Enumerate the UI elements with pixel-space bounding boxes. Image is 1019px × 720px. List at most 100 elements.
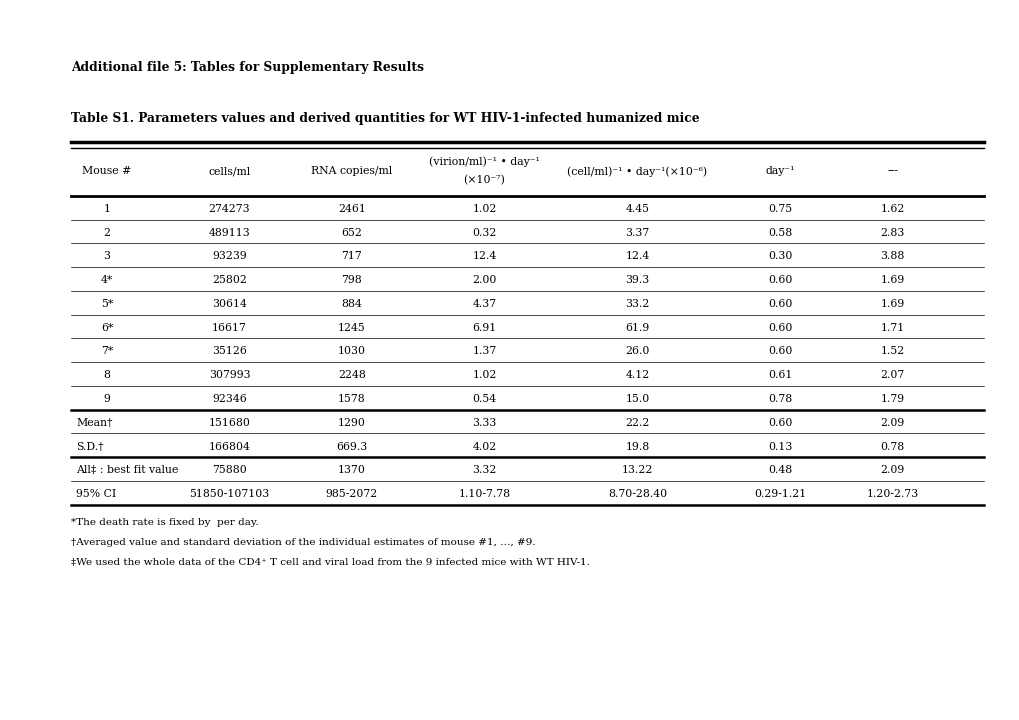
Text: 26.0: 26.0: [625, 346, 649, 356]
Text: 1.71: 1.71: [879, 323, 904, 333]
Text: 0.61: 0.61: [767, 370, 792, 380]
Text: 0.54: 0.54: [472, 394, 496, 404]
Text: 12.4: 12.4: [472, 251, 496, 261]
Text: 2.07: 2.07: [879, 370, 904, 380]
Text: 4*: 4*: [101, 275, 113, 285]
Text: 6.91: 6.91: [472, 323, 496, 333]
Text: 0.48: 0.48: [767, 465, 792, 475]
Text: day⁻¹: day⁻¹: [765, 166, 794, 176]
Text: 4.12: 4.12: [625, 370, 649, 380]
Text: 5*: 5*: [101, 299, 113, 309]
Text: 0.58: 0.58: [767, 228, 792, 238]
Text: 2461: 2461: [337, 204, 366, 214]
Text: 2248: 2248: [337, 370, 366, 380]
Text: 166804: 166804: [208, 441, 251, 451]
Text: 985-2072: 985-2072: [325, 489, 378, 499]
Text: 1290: 1290: [337, 418, 366, 428]
Text: 0.32: 0.32: [472, 228, 496, 238]
Text: 6*: 6*: [101, 323, 113, 333]
Text: 1.20-2.73: 1.20-2.73: [865, 489, 918, 499]
Text: 2.00: 2.00: [472, 275, 496, 285]
Text: 1.79: 1.79: [879, 394, 904, 404]
Text: 0.60: 0.60: [767, 323, 792, 333]
Text: (×10⁻⁷): (×10⁻⁷): [463, 175, 505, 185]
Text: 4.37: 4.37: [472, 299, 496, 309]
Text: All‡ : best fit value: All‡ : best fit value: [76, 465, 178, 475]
Text: 1030: 1030: [337, 346, 366, 356]
Text: cells/ml: cells/ml: [208, 166, 251, 176]
Text: 307993: 307993: [209, 370, 250, 380]
Text: 884: 884: [341, 299, 362, 309]
Text: RNA copies/ml: RNA copies/ml: [311, 166, 392, 176]
Text: 16617: 16617: [212, 323, 247, 333]
Text: 798: 798: [341, 275, 362, 285]
Text: 19.8: 19.8: [625, 441, 649, 451]
Text: S.D.†: S.D.†: [76, 441, 104, 451]
Text: 7*: 7*: [101, 346, 113, 356]
Text: 1370: 1370: [337, 465, 366, 475]
Text: 0.13: 0.13: [767, 441, 792, 451]
Text: 75880: 75880: [212, 465, 247, 475]
Text: 3.88: 3.88: [879, 251, 904, 261]
Text: 2: 2: [104, 228, 110, 238]
Text: 33.2: 33.2: [625, 299, 649, 309]
Text: 0.60: 0.60: [767, 299, 792, 309]
Text: 0.78: 0.78: [767, 394, 792, 404]
Text: 1.10-7.78: 1.10-7.78: [458, 489, 511, 499]
Text: 4.02: 4.02: [472, 441, 496, 451]
Text: 30614: 30614: [212, 299, 247, 309]
Text: 4.45: 4.45: [625, 204, 649, 214]
Text: 92346: 92346: [212, 394, 247, 404]
Text: 1245: 1245: [337, 323, 366, 333]
Text: 51850-107103: 51850-107103: [190, 489, 269, 499]
Text: (cell/ml)⁻¹ • day⁻¹(×10⁻⁶): (cell/ml)⁻¹ • day⁻¹(×10⁻⁶): [567, 166, 707, 176]
Text: 12.4: 12.4: [625, 251, 649, 261]
Text: (virion/ml)⁻¹ • day⁻¹: (virion/ml)⁻¹ • day⁻¹: [429, 156, 539, 166]
Text: Mouse #: Mouse #: [83, 166, 131, 176]
Text: 8.70-28.40: 8.70-28.40: [607, 489, 666, 499]
Text: ‡We used the whole data of the CD4⁺ T cell and viral load from the 9 infected mi: ‡We used the whole data of the CD4⁺ T ce…: [71, 558, 590, 567]
Text: 1.62: 1.62: [879, 204, 904, 214]
Text: 1.69: 1.69: [879, 299, 904, 309]
Text: 0.75: 0.75: [767, 204, 792, 214]
Text: 3.33: 3.33: [472, 418, 496, 428]
Text: 61.9: 61.9: [625, 323, 649, 333]
Text: 0.60: 0.60: [767, 275, 792, 285]
Text: 25802: 25802: [212, 275, 247, 285]
Text: 1.02: 1.02: [472, 370, 496, 380]
Text: 15.0: 15.0: [625, 394, 649, 404]
Text: 1.02: 1.02: [472, 204, 496, 214]
Text: 669.3: 669.3: [336, 441, 367, 451]
Text: 35126: 35126: [212, 346, 247, 356]
Text: 3.32: 3.32: [472, 465, 496, 475]
Text: 1: 1: [104, 204, 110, 214]
Text: 0.78: 0.78: [879, 441, 904, 451]
Text: 717: 717: [341, 251, 362, 261]
Text: 22.2: 22.2: [625, 418, 649, 428]
Text: 151680: 151680: [208, 418, 251, 428]
Text: 2.83: 2.83: [879, 228, 904, 238]
Text: †Averaged value and standard deviation of the individual estimates of mouse #1, : †Averaged value and standard deviation o…: [71, 538, 536, 547]
Text: 2.09: 2.09: [879, 465, 904, 475]
Text: 13.22: 13.22: [622, 465, 652, 475]
Text: 39.3: 39.3: [625, 275, 649, 285]
Text: 489113: 489113: [209, 228, 250, 238]
Text: 274273: 274273: [209, 204, 250, 214]
Text: 3: 3: [104, 251, 110, 261]
Text: *The death rate is fixed by  per day.: *The death rate is fixed by per day.: [71, 518, 259, 527]
Text: ---: ---: [887, 166, 897, 176]
Text: 652: 652: [341, 228, 362, 238]
Text: 95% CI: 95% CI: [76, 489, 116, 499]
Text: Additional file 5: Tables for Supplementary Results: Additional file 5: Tables for Supplement…: [71, 61, 424, 74]
Text: 93239: 93239: [212, 251, 247, 261]
Text: 1.69: 1.69: [879, 275, 904, 285]
Text: 0.29-1.21: 0.29-1.21: [753, 489, 806, 499]
Text: Table S1. Parameters values and derived quantities for WT HIV-1-infected humaniz: Table S1. Parameters values and derived …: [71, 112, 699, 125]
Text: 1.37: 1.37: [472, 346, 496, 356]
Text: Mean†: Mean†: [76, 418, 113, 428]
Text: 3.37: 3.37: [625, 228, 649, 238]
Text: 2.09: 2.09: [879, 418, 904, 428]
Text: 0.60: 0.60: [767, 346, 792, 356]
Text: 0.60: 0.60: [767, 418, 792, 428]
Text: 0.30: 0.30: [767, 251, 792, 261]
